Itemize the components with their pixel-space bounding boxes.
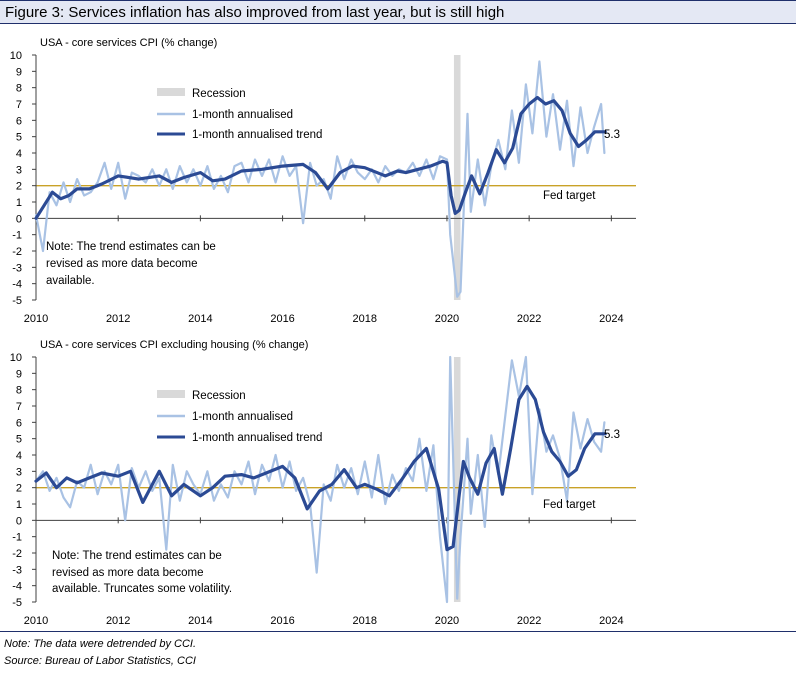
x-tick-label: 2014 — [188, 313, 212, 325]
y-tick-label: -2 — [12, 246, 22, 258]
legend-swatch-recession — [157, 390, 185, 398]
y-tick-label: 5 — [16, 434, 22, 446]
y-tick-label: -4 — [12, 581, 22, 593]
y-tick-label: -1 — [12, 230, 22, 242]
y-tick-label: 9 — [16, 368, 22, 380]
y-tick-label: -1 — [12, 532, 22, 544]
y-tick-label: 0 — [16, 515, 22, 527]
y-tick-label: 10 — [10, 50, 22, 62]
y-tick-label: 3 — [16, 466, 22, 478]
x-tick-label: 2016 — [270, 313, 294, 325]
y-tick-label: 2 — [16, 483, 22, 495]
x-tick-label: 2012 — [106, 313, 130, 325]
fed-target-label: Fed target — [543, 499, 596, 511]
note-line-1: Note: The trend estimates can be — [52, 550, 222, 562]
x-tick-label: 2020 — [435, 615, 459, 627]
legend-label-trend: 1-month annualised trend — [192, 129, 322, 141]
series-line-trend — [34, 95, 607, 220]
y-tick-label: 8 — [16, 83, 22, 95]
y-tick-label: 4 — [16, 450, 22, 462]
recession-band — [453, 357, 461, 602]
y-tick-label: -3 — [12, 564, 22, 576]
y-tick-label: 10 — [10, 352, 22, 364]
y-tick-label: 2 — [16, 181, 22, 193]
y-tick-label: -2 — [12, 548, 22, 560]
figure-title: Figure 3: Services inflation has also im… — [0, 0, 796, 24]
x-tick-label: 2016 — [270, 615, 294, 627]
fed-target-label: Fed target — [543, 190, 596, 202]
legend: Recession 1-month annualised 1-month ann… — [157, 390, 322, 444]
y-tick-label: 7 — [16, 99, 22, 111]
legend: Recession 1-month annualised 1-month ann… — [157, 88, 322, 141]
legend-swatch-recession — [157, 88, 185, 96]
legend-label-trend: 1-month annualised trend — [192, 432, 322, 444]
y-tick-label: 6 — [16, 417, 22, 429]
footnote-source: Source: Bureau of Labor Statistics, CCI — [4, 655, 196, 667]
y-tick-label: -3 — [12, 262, 22, 274]
x-tick-label: 2018 — [353, 313, 377, 325]
y-tick-label: -4 — [12, 279, 22, 291]
x-tick-label: 2022 — [517, 313, 541, 325]
panel-core-services-ex-housing: USA - core services CPI excluding housin… — [10, 339, 636, 627]
legend-label-raw: 1-month annualised — [192, 411, 293, 423]
series-line-raw — [34, 355, 606, 604]
x-tick-label: 2014 — [188, 615, 212, 627]
x-tick-label: 2022 — [517, 615, 541, 627]
end-value-label: 5.3 — [604, 429, 620, 441]
y-tick-label: 1 — [16, 499, 22, 511]
x-tick-label: 2024 — [599, 313, 623, 325]
chart-title: USA - core services CPI (% change) — [40, 37, 217, 49]
bottom-rule — [0, 631, 796, 632]
y-tick-label: 9 — [16, 66, 22, 78]
note-line-2: revised as more data become — [46, 258, 198, 270]
note-line-1: Note: The trend estimates can be — [46, 241, 216, 253]
y-tick-label: -5 — [12, 597, 22, 609]
y-tick-label: 4 — [16, 148, 22, 160]
y-tick-label: 5 — [16, 132, 22, 144]
chart-title: USA - core services CPI excluding housin… — [40, 339, 308, 351]
y-tick-label: 0 — [16, 213, 22, 225]
footnote-note: Note: The data were detrended by CCI. — [4, 638, 196, 650]
legend-label-raw: 1-month annualised — [192, 109, 293, 121]
recession-band — [453, 55, 461, 300]
y-tick-label: 3 — [16, 164, 22, 176]
y-tick-label: 1 — [16, 197, 22, 209]
panel-core-services-cpi: USA - core services CPI (% change) 10987… — [10, 37, 636, 325]
x-tick-label: 2018 — [353, 615, 377, 627]
series-line-trend — [34, 384, 607, 552]
x-tick-label: 2010 — [24, 615, 48, 627]
x-tick-label: 2024 — [599, 615, 623, 627]
y-tick-label: 6 — [16, 115, 22, 127]
x-tick-label: 2020 — [435, 313, 459, 325]
note-line-2: revised as more data become — [52, 567, 204, 579]
y-tick-label: -5 — [12, 295, 22, 307]
note-line-3: available. — [46, 275, 95, 287]
legend-label-recession: Recession — [192, 88, 246, 100]
note-line-3: available. Truncates some volatility. — [52, 583, 232, 595]
x-tick-label: 2012 — [106, 615, 130, 627]
legend-label-recession: Recession — [192, 390, 246, 402]
y-tick-label: 7 — [16, 401, 22, 413]
x-tick-label: 2010 — [24, 313, 48, 325]
end-value-label: 5.3 — [604, 129, 620, 141]
y-tick-label: 8 — [16, 385, 22, 397]
